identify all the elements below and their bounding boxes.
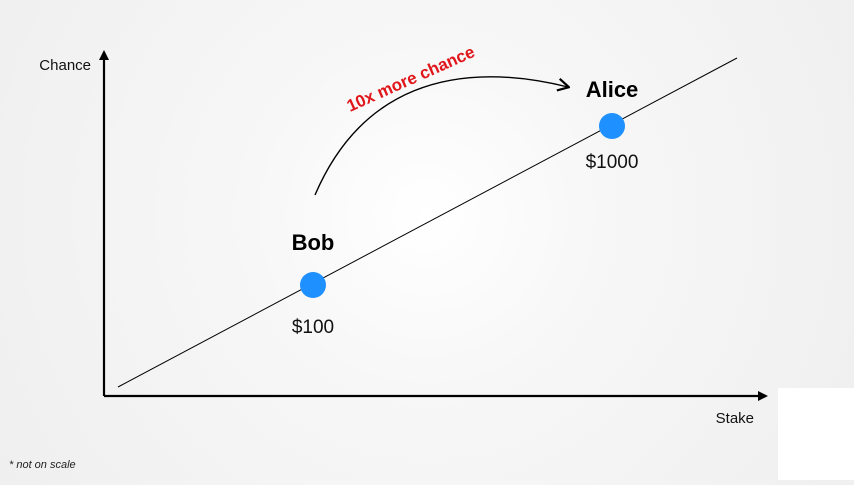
alice-stake: $1000 (586, 152, 639, 173)
bob-point (300, 272, 326, 298)
bob-name: Bob (292, 230, 335, 255)
x-axis-label: Stake (716, 410, 754, 427)
bob-stake: $100 (292, 317, 334, 338)
y-axis-label: Chance (39, 57, 91, 74)
trend-line (117, 57, 738, 388)
comparison-arrow (314, 76, 571, 196)
footnote: * not on scale (9, 459, 76, 471)
alice-name: Alice (586, 77, 639, 102)
alice-point (599, 113, 625, 139)
white-patch (778, 388, 854, 480)
